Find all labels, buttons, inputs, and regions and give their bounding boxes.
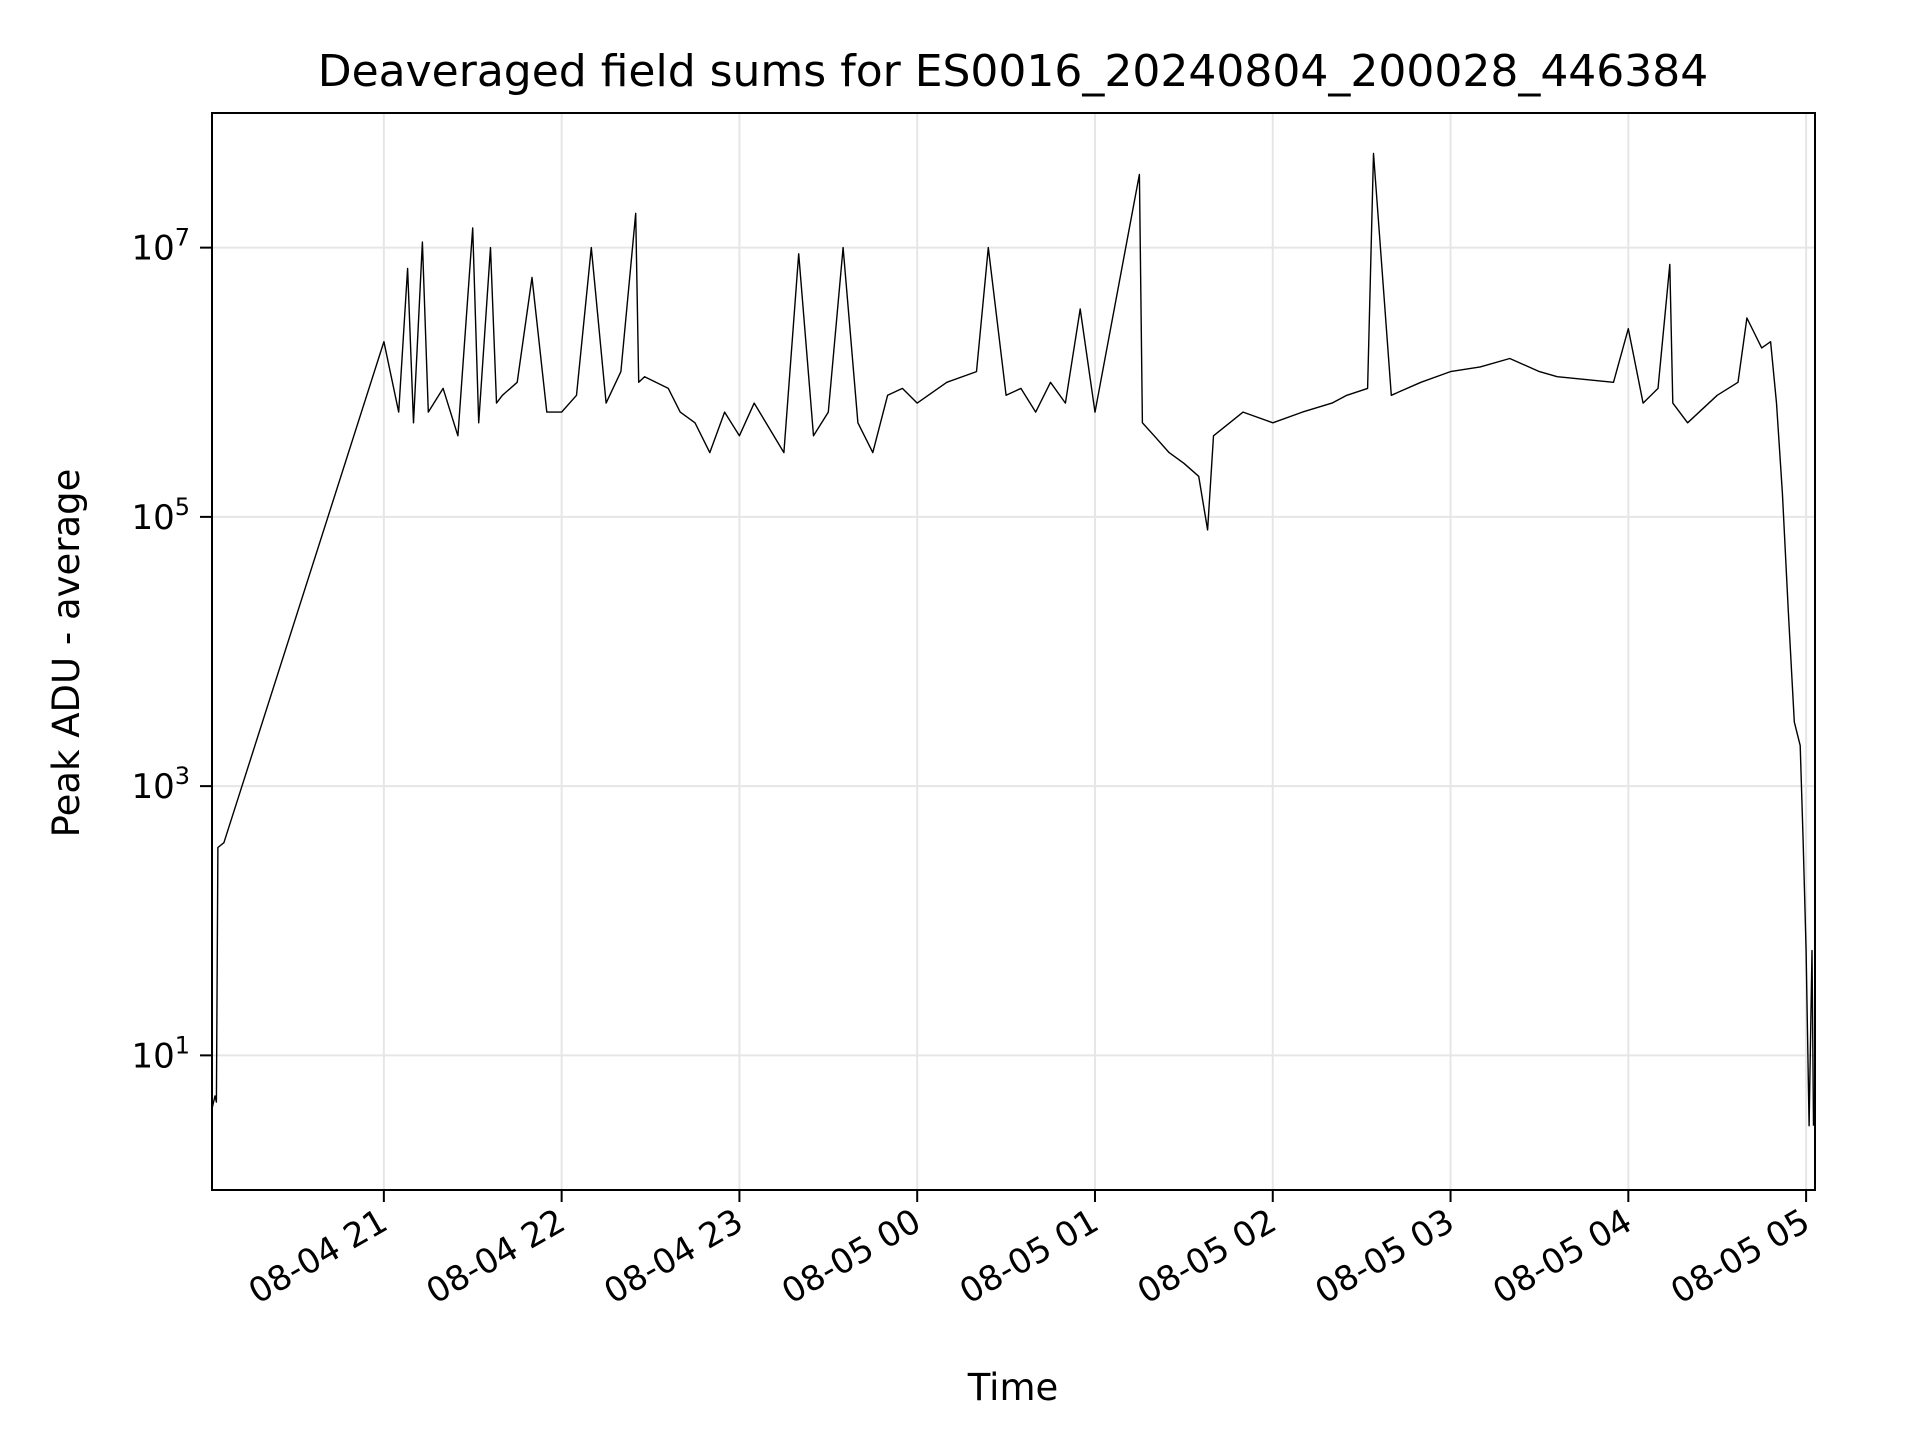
y-tick-label: 105 [131,493,190,538]
x-axis-label: Time [967,1366,1059,1409]
y-tick-label: 107 [131,224,190,269]
chart-title: Deaveraged field sums for ES0016_2024080… [318,46,1709,97]
y-axis-label: Peak ADU - average [45,469,88,838]
y-axis: 101 103 105 107 [131,224,212,1076]
y-tick-label: 103 [131,762,190,807]
gridlines [212,113,1815,1190]
y-tick-label: 101 [131,1031,190,1076]
series-line [211,152,1815,1127]
plot-frame [211,112,1816,1191]
